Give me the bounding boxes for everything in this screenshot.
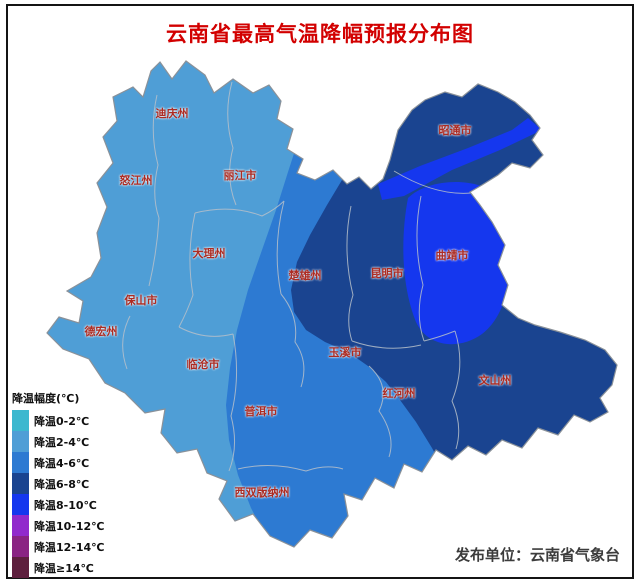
legend-item: 降温≥14℃ <box>12 557 105 578</box>
region-label-xishuangbanna: 西双版纳州 <box>234 486 290 499</box>
legend-item: 降温4-6℃ <box>12 452 105 473</box>
province-outline <box>46 60 618 548</box>
legend-swatch-10-12 <box>12 515 29 536</box>
page-title: 云南省最高气温降幅预报分布图 <box>166 22 474 46</box>
legend-item: 降温6-8℃ <box>12 473 105 494</box>
legend-swatch-2-4 <box>12 431 29 452</box>
region-label-baoshan: 保山市 <box>124 294 158 307</box>
publisher-credit: 发布单位：云南省气象台 <box>454 546 620 564</box>
region-label-puer: 普洱市 <box>244 405 278 418</box>
region-label-lijiang: 丽江市 <box>223 169 257 182</box>
legend-label: 降温2-4℃ <box>34 435 90 449</box>
legend-swatch-4-6 <box>12 452 29 473</box>
band-8-10-zhaotong-strip <box>378 118 542 200</box>
legend-label: 降温6-8℃ <box>34 477 90 491</box>
legend-swatch-0-2 <box>12 410 29 431</box>
region-label-nujiang: 怒江州 <box>119 174 153 187</box>
region-label-qujing: 曲靖市 <box>435 249 469 262</box>
region-label-zhaotong: 昭通市 <box>438 124 472 137</box>
legend-item: 降温10-12℃ <box>12 515 105 536</box>
legend: 降温幅度(℃) 降温0-2℃ 降温2-4℃ 降温4-6℃ 降温6-8℃ 降温8-… <box>12 390 105 578</box>
legend-label: 降温≥14℃ <box>34 561 94 575</box>
region-label-honghe: 红河州 <box>382 387 416 400</box>
region-label-dehong: 德宏州 <box>84 325 118 338</box>
legend-item: 降温0-2℃ <box>12 410 105 431</box>
region-label-chuxiong: 楚雄州 <box>288 269 322 282</box>
legend-item: 降温12-14℃ <box>12 536 105 557</box>
legend-label: 降温8-10℃ <box>34 498 97 512</box>
legend-header: 降温幅度(℃) <box>12 392 80 405</box>
legend-item: 降温2-4℃ <box>12 431 105 452</box>
band-8-10-core <box>403 181 512 345</box>
legend-swatch-ge-14 <box>12 557 29 578</box>
region-label-lincang: 临沧市 <box>186 358 220 371</box>
legend-swatch-12-14 <box>12 536 29 557</box>
legend-item: 降温8-10℃ <box>12 494 105 515</box>
region-label-kunming: 昆明市 <box>370 267 404 280</box>
legend-label: 降温4-6℃ <box>34 456 90 470</box>
region-label-dali: 大理州 <box>192 247 226 260</box>
region-label-diqing: 迪庆州 <box>155 107 189 120</box>
legend-label: 降温10-12℃ <box>34 519 105 533</box>
region-label-wenshan: 文山州 <box>478 374 512 387</box>
region-label-yuxi: 玉溪市 <box>328 346 362 359</box>
district-borders <box>122 81 472 472</box>
legend-swatch-8-10 <box>12 494 29 515</box>
legend-label: 降温12-14℃ <box>34 540 105 554</box>
legend-label: 降温0-2℃ <box>34 414 90 428</box>
legend-swatch-6-8 <box>12 473 29 494</box>
